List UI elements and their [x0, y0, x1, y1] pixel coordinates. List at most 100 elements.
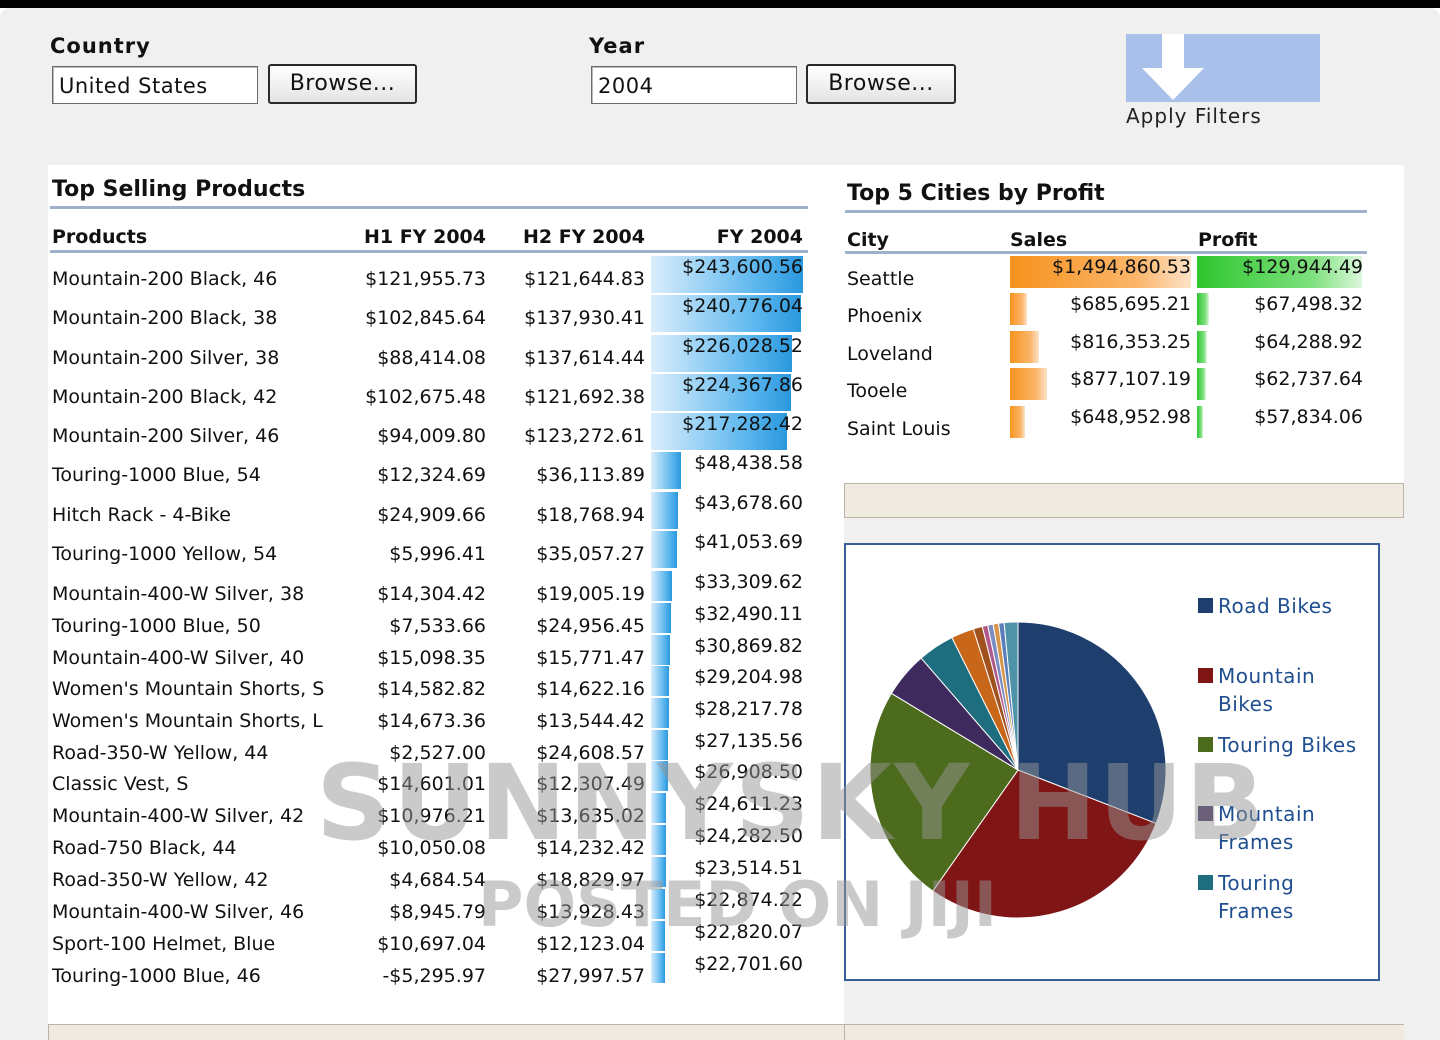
- product-name: Touring-1000 Blue, 50: [52, 615, 261, 637]
- fy-value-bar: [651, 793, 666, 823]
- h2-value: $137,614.44: [524, 347, 645, 369]
- city-name: Tooele: [847, 380, 908, 402]
- fy-value-bar: [651, 295, 801, 332]
- product-name: Touring-1000 Yellow, 54: [52, 543, 278, 565]
- h1-value: $12,324.69: [377, 464, 486, 486]
- product-name: Sport-100 Helmet, Blue: [52, 933, 276, 955]
- pie-chart-box: [844, 543, 1380, 981]
- fy-value-bar: [651, 825, 666, 855]
- profit-value: $62,737.64: [1254, 368, 1363, 390]
- product-name: Women's Mountain Shorts, S: [52, 678, 325, 700]
- product-name: Hitch Rack - 4-Bike: [52, 504, 231, 526]
- header-rule: [50, 250, 808, 253]
- country-browse-button[interactable]: Browse...: [268, 64, 417, 104]
- h2-value: $13,928.43: [536, 901, 645, 923]
- h2-value: $12,123.04: [536, 933, 645, 955]
- fy-value: $32,490.11: [694, 603, 803, 625]
- apply-filters-label[interactable]: Apply Filters: [1126, 104, 1262, 128]
- product-name: Mountain-400-W Silver, 46: [52, 901, 305, 923]
- col-header-products: Products: [52, 226, 148, 248]
- pie-chart: [869, 621, 1167, 919]
- h1-value: $14,673.36: [377, 710, 486, 732]
- h2-value: $121,692.38: [524, 386, 645, 408]
- fy-value: $240,776.04: [682, 295, 803, 317]
- h1-value: $102,845.64: [365, 307, 486, 329]
- h1-value: $8,945.79: [389, 901, 486, 923]
- fy-value-bar: [651, 452, 681, 489]
- product-name: Women's Mountain Shorts, L: [52, 710, 323, 732]
- sales-bar: [1010, 406, 1025, 438]
- h2-value: $18,829.97: [536, 869, 645, 891]
- sales-value: $877,107.19: [1070, 368, 1191, 390]
- h2-value: $18,768.94: [536, 504, 645, 526]
- product-name: Mountain-400-W Silver, 42: [52, 805, 305, 827]
- h1-value: $24,909.66: [377, 504, 486, 526]
- fy-value-bar: [651, 635, 670, 665]
- sales-value: $685,695.21: [1070, 293, 1191, 315]
- product-name: Mountain-200 Black, 46: [52, 268, 278, 290]
- country-label: Country: [50, 34, 151, 58]
- profit-bar: [1197, 331, 1207, 363]
- fy-value: $24,611.23: [694, 793, 803, 815]
- legend-swatch: [1198, 875, 1213, 890]
- sales-bar: [1010, 368, 1047, 400]
- h1-value: -$5,295.97: [382, 965, 486, 987]
- year-browse-button[interactable]: Browse...: [806, 64, 956, 104]
- h2-value: $123,272.61: [524, 425, 645, 447]
- legend-label: Mountain Frames: [1218, 802, 1316, 854]
- product-name: Mountain-200 Silver, 46: [52, 425, 280, 447]
- city-name: Seattle: [847, 268, 915, 290]
- fy-value: $30,869.82: [694, 635, 803, 657]
- profit-bar: [1197, 256, 1362, 288]
- h1-value: $14,582.82: [377, 678, 486, 700]
- fy-value: $226,028.52: [682, 335, 803, 357]
- pie-slice: [1017, 621, 1167, 825]
- fy-value-bar: [651, 335, 792, 372]
- fy-value: $27,135.56: [694, 730, 803, 752]
- fy-value: $43,678.60: [694, 492, 803, 514]
- fy-value-bar: [651, 492, 678, 529]
- fy-value: $26,908.50: [694, 761, 803, 783]
- apply-filters-button[interactable]: [1126, 34, 1320, 102]
- legend-label: Mountain Bikes: [1218, 664, 1316, 716]
- product-name: Road-350-W Yellow, 42: [52, 869, 269, 891]
- h2-value: $24,956.45: [536, 615, 645, 637]
- sales-value: $816,353.25: [1070, 331, 1191, 353]
- h2-value: $13,544.42: [536, 710, 645, 732]
- fy-value: $28,217.78: [694, 698, 803, 720]
- top-cities-panel: [844, 165, 1404, 483]
- product-name: Classic Vest, S: [52, 773, 189, 795]
- top-products-title: Top Selling Products: [52, 177, 306, 202]
- col-header-city: City: [847, 229, 889, 251]
- sales-bar: [1010, 293, 1027, 325]
- h2-value: $24,608.57: [536, 742, 645, 764]
- profit-value: $57,834.06: [1254, 406, 1363, 428]
- h2-value: $35,057.27: [536, 543, 645, 565]
- h1-value: $121,955.73: [365, 268, 486, 290]
- legend-swatch: [1198, 598, 1213, 613]
- fy-value-bar: [651, 603, 671, 633]
- fy-value: $48,438.58: [694, 452, 803, 474]
- sales-value: $648,952.98: [1070, 406, 1191, 428]
- h1-value: $5,996.41: [389, 543, 486, 565]
- legend-swatch: [1198, 806, 1213, 821]
- year-field[interactable]: 2004: [591, 66, 797, 104]
- city-name: Phoenix: [847, 305, 923, 327]
- country-field[interactable]: United States: [52, 66, 258, 104]
- product-name: Mountain-200 Black, 42: [52, 386, 278, 408]
- h1-value: $88,414.08: [377, 347, 486, 369]
- col-header-sales: Sales: [1010, 229, 1068, 251]
- fy-value-bar: [651, 698, 669, 728]
- product-name: Touring-1000 Blue, 54: [52, 464, 261, 486]
- year-label: Year: [589, 34, 646, 58]
- product-name: Mountain-200 Black, 38: [52, 307, 278, 329]
- legend-swatch: [1198, 737, 1213, 752]
- fy-value-bar: [651, 761, 668, 791]
- product-name: Touring-1000 Blue, 46: [52, 965, 261, 987]
- cities-header-rule: [845, 251, 1367, 254]
- legend-label: Touring Frames: [1218, 871, 1295, 923]
- fy-value: $22,820.07: [694, 921, 803, 943]
- h1-value: $10,976.21: [377, 805, 486, 827]
- fy-value: $22,701.60: [694, 953, 803, 975]
- city-name: Loveland: [847, 343, 933, 365]
